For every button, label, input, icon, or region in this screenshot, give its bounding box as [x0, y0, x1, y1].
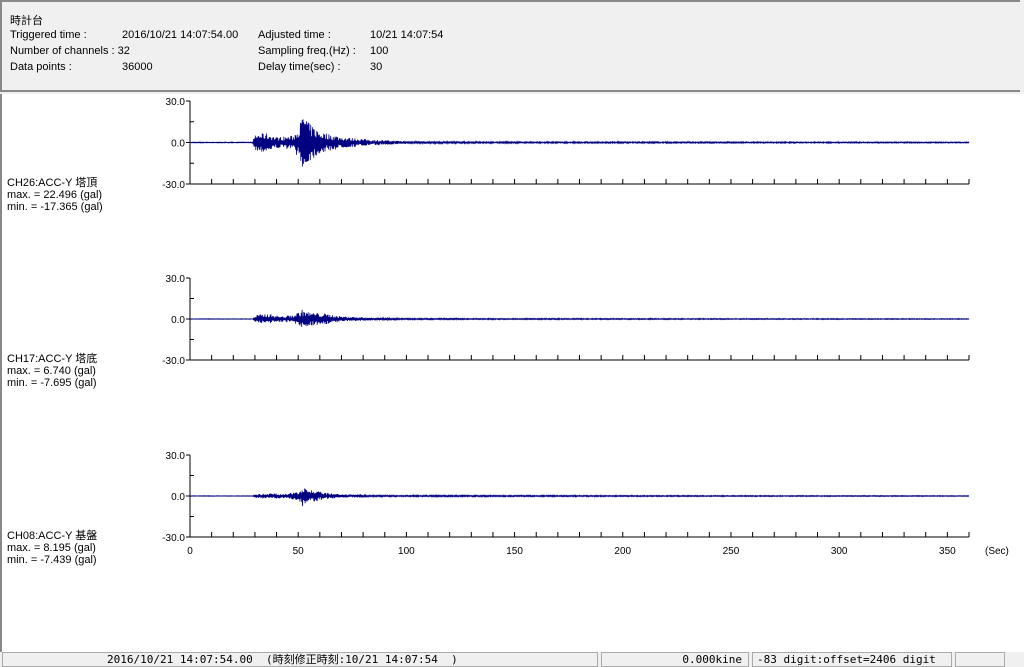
data-points-label: Data points :: [10, 61, 72, 73]
station-title: 時計台: [10, 15, 43, 27]
channels-label: Number of channels : 32: [10, 45, 130, 57]
channel-label-ch17: CH17:ACC-Y 塔底 max. = 6.740 (gal) min. = …: [7, 353, 97, 389]
channel-max: max. = 22.496 (gal): [7, 189, 103, 201]
triggered-time-label: Triggered time :: [10, 29, 87, 41]
x-tick-label: 100: [398, 546, 415, 557]
status-digit: -83 digit:offset=2406 digit: [752, 652, 952, 667]
channel-name: CH08:ACC-Y 基盤: [7, 530, 98, 542]
delay-time-label: Delay time(sec) :: [258, 61, 341, 73]
x-tick-label: 0: [187, 546, 193, 557]
y-tick-label: -30.0: [162, 180, 185, 191]
delay-time-value: 30: [370, 61, 383, 73]
x-tick-label: 350: [939, 546, 956, 557]
waveform-chart: 30.00.0-30.030.00.0-30.030.00.0-30.00 50 1…: [162, 97, 1009, 557]
waveform-plot-area: 30.0 0.0 -30.0 30.0 0.0 -30.0 30.0 0.0 -30.0 0 50 1…: [0, 94, 1024, 652]
x-tick-label: 300: [831, 546, 848, 557]
y-tick-label: -30.0: [162, 356, 185, 367]
y-tick-label: 0.0: [171, 139, 185, 150]
status-bar: 2016/10/21 14:07:54.00 (時刻修正時刻:10/21 14:…: [0, 652, 1024, 667]
channel-name: CH26:ACC-Y 塔頂: [7, 177, 98, 189]
adjusted-time-value: 10/21 14:07:54: [370, 29, 444, 41]
x-tick-label: 250: [723, 546, 740, 557]
channel-min: min. = -7.695 (gal): [7, 377, 97, 389]
channel-label-ch08: CH08:ACC-Y 基盤 max. = 8.195 (gal) min. = …: [7, 530, 97, 566]
x-tick-label: 50: [293, 546, 305, 557]
y-tick-label: 30.0: [166, 274, 186, 285]
triggered-time-value: 2016/10/21 14:07:54.00: [122, 29, 239, 41]
waveform-2: [189, 488, 970, 507]
y-tick-label: 30.0: [166, 451, 186, 462]
channel-name: CH17:ACC-Y 塔底: [7, 353, 98, 365]
x-tick-label: 200: [614, 546, 631, 557]
waveform-1: [189, 309, 970, 328]
y-tick-label: 30.0: [166, 97, 186, 108]
sampling-freq-value: 100: [370, 45, 389, 57]
x-axis-label: (Sec): [985, 546, 1009, 557]
data-points-value: 36000: [122, 61, 153, 73]
adjusted-time-label: Adjusted time :: [258, 29, 331, 41]
info-header: 時計台 Triggered time : 2016/10/21 14:07:54…: [0, 0, 1020, 92]
channel-label-ch26: CH26:ACC-Y 塔頂 max. = 22.496 (gal) min. =…: [7, 177, 103, 213]
y-tick-label: 0.0: [171, 492, 185, 503]
y-tick-label: -30.0: [162, 533, 185, 544]
channel-min: min. = -7.439 (gal): [7, 554, 97, 566]
x-tick-label: 150: [506, 546, 523, 557]
channel-min: min. = -17.365 (gal): [7, 201, 103, 213]
channel-max: max. = 6.740 (gal): [7, 365, 96, 377]
y-tick-label: 0.0: [171, 315, 185, 326]
status-time: 2016/10/21 14:07:54.00 (時刻修正時刻:10/21 14:…: [2, 652, 598, 667]
status-velocity: 0.000kine: [601, 652, 749, 667]
channel-max: max. = 8.195 (gal): [7, 542, 96, 554]
status-empty: [955, 652, 1005, 667]
waveform-0: [189, 119, 970, 167]
sampling-freq-label: Sampling freq.(Hz) :: [258, 45, 356, 57]
